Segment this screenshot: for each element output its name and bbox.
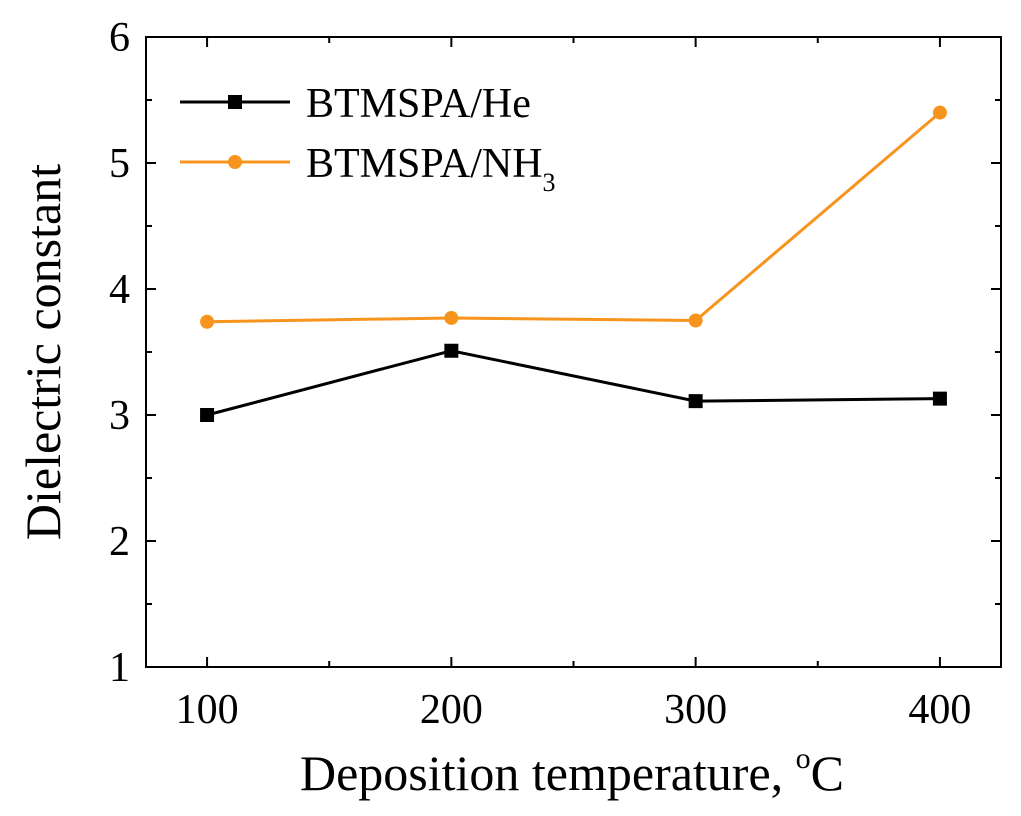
- data-point: [200, 408, 215, 422]
- ticks: [146, 36, 1001, 668]
- data-point: [688, 394, 703, 409]
- x-tick-label: 100: [176, 687, 239, 733]
- data-point: [444, 343, 459, 358]
- legend-label-main: BTMSPA/He: [306, 81, 531, 127]
- x-axis-unit: C: [811, 745, 844, 801]
- data-point: [932, 391, 947, 406]
- x-tick-label: 300: [664, 687, 727, 733]
- data-point: [932, 105, 947, 120]
- plot-frame: [145, 36, 1002, 668]
- y-tick-label: 4: [109, 267, 130, 313]
- y-tick-label: 1: [109, 645, 130, 691]
- data-point: [688, 313, 703, 328]
- tick-labels: 1 2 3 4 5 6 100 200 300 400: [109, 15, 971, 733]
- data-point: [444, 310, 459, 325]
- x-axis-degree: o: [796, 742, 811, 775]
- series-line: [207, 111, 941, 324]
- legend-label: BTMSPA/He: [306, 81, 531, 127]
- legend-item-2: BTMSPA/NH3: [180, 141, 556, 197]
- axes: [145, 36, 1002, 668]
- series-layer: [200, 105, 947, 422]
- series-1: [200, 343, 947, 422]
- legend-label-subscript: 3: [543, 168, 556, 197]
- legend-item-1: BTMSPA/He: [180, 81, 531, 127]
- y-tick-label: 6: [109, 15, 130, 61]
- x-axis-title: Deposition temperature, oC: [300, 742, 844, 801]
- series-2: [200, 105, 947, 329]
- legend-label-main: BTMSPA/NH: [306, 141, 543, 187]
- y-tick-label: 2: [109, 519, 130, 565]
- legend: BTMSPA/He BTMSPA/NH3: [180, 81, 556, 197]
- data-point: [200, 314, 215, 329]
- y-tick-label: 3: [109, 393, 130, 439]
- y-tick-label: 5: [109, 141, 130, 187]
- x-tick-label: 200: [420, 687, 483, 733]
- legend-label: BTMSPA/NH3: [306, 141, 556, 197]
- x-axis-label: Deposition temperature,: [300, 745, 796, 801]
- x-tick-label: 400: [908, 687, 971, 733]
- legend-marker: [228, 95, 242, 109]
- legend-marker: [228, 155, 242, 169]
- y-axis-title: Dielectric constant: [15, 164, 71, 540]
- series-line: [206, 349, 940, 417]
